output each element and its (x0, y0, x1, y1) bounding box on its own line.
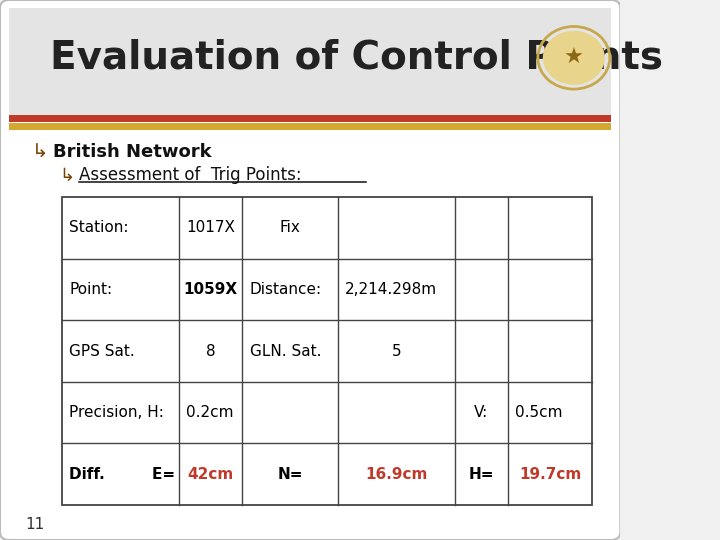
Text: 2,214.298m: 2,214.298m (346, 282, 438, 297)
Text: 11: 11 (24, 517, 44, 532)
Text: Assessment of  Trig Points:: Assessment of Trig Points: (79, 166, 302, 185)
Text: GPS Sat.: GPS Sat. (70, 343, 135, 359)
Text: N=: N= (277, 467, 303, 482)
Text: Distance:: Distance: (250, 282, 322, 297)
Text: 42cm: 42cm (187, 467, 234, 482)
Text: GLN. Sat.: GLN. Sat. (250, 343, 321, 359)
Bar (62, 197, 593, 505)
Text: 1059X: 1059X (184, 282, 238, 297)
Text: V:: V: (474, 405, 488, 420)
Text: Station:: Station: (70, 220, 129, 235)
Text: 0.5cm: 0.5cm (515, 405, 562, 420)
Text: H=: H= (468, 467, 494, 482)
Bar (9, 8, 611, 119)
Text: Diff.         E=: Diff. E= (70, 467, 176, 482)
Text: 1017X: 1017X (186, 220, 235, 235)
Text: 19.7cm: 19.7cm (519, 467, 581, 482)
Text: British Network: British Network (53, 143, 212, 161)
Text: 0.2cm: 0.2cm (186, 405, 234, 420)
Text: Precision, H:: Precision, H: (70, 405, 164, 420)
Bar (9, 115, 611, 122)
Bar (9, 123, 611, 130)
Text: Fix: Fix (279, 220, 300, 235)
Text: ↳: ↳ (59, 166, 74, 185)
FancyBboxPatch shape (0, 0, 621, 540)
Text: Point:: Point: (70, 282, 112, 297)
Text: 8: 8 (206, 343, 215, 359)
Text: ↳: ↳ (32, 143, 49, 162)
Text: 16.9cm: 16.9cm (365, 467, 428, 482)
Text: 5: 5 (392, 343, 401, 359)
Text: Evaluation of Control Points: Evaluation of Control Points (50, 39, 662, 77)
Circle shape (543, 31, 605, 85)
Text: ★: ★ (564, 48, 584, 68)
